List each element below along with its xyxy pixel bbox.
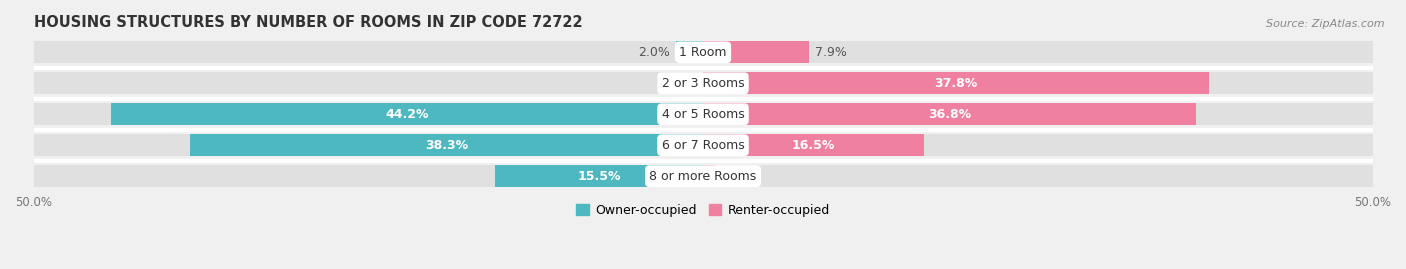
Bar (111, 103, 703, 125)
Text: 2.0%: 2.0% (638, 46, 669, 59)
Bar (34, 41, 1372, 63)
Bar (703, 103, 1195, 125)
Bar (703, 41, 808, 63)
Bar (703, 134, 924, 156)
Bar (703, 72, 1209, 94)
Text: 1 Room: 1 Room (679, 46, 727, 59)
Text: 2 or 3 Rooms: 2 or 3 Rooms (662, 77, 744, 90)
Bar (34, 165, 1372, 187)
Bar (190, 134, 703, 156)
Bar (34, 134, 1372, 156)
Bar (676, 41, 703, 63)
Text: 8 or more Rooms: 8 or more Rooms (650, 170, 756, 183)
Bar (34, 103, 1372, 125)
Text: 36.8%: 36.8% (928, 108, 972, 121)
Text: 37.8%: 37.8% (935, 77, 977, 90)
Text: 15.5%: 15.5% (578, 170, 621, 183)
Bar (34, 72, 1372, 94)
Text: 4 or 5 Rooms: 4 or 5 Rooms (662, 108, 744, 121)
Text: HOUSING STRUCTURES BY NUMBER OF ROOMS IN ZIP CODE 72722: HOUSING STRUCTURES BY NUMBER OF ROOMS IN… (34, 15, 582, 30)
Text: 7.9%: 7.9% (815, 46, 848, 59)
Bar (495, 165, 703, 187)
Text: Source: ZipAtlas.com: Source: ZipAtlas.com (1267, 19, 1385, 29)
Text: 6 or 7 Rooms: 6 or 7 Rooms (662, 139, 744, 152)
Text: 44.2%: 44.2% (385, 108, 429, 121)
Bar (703, 165, 717, 187)
Text: 38.3%: 38.3% (425, 139, 468, 152)
Text: 16.5%: 16.5% (792, 139, 835, 152)
Text: 0.0%: 0.0% (664, 77, 696, 90)
Legend: Owner-occupied, Renter-occupied: Owner-occupied, Renter-occupied (571, 199, 835, 222)
Text: 1.0%: 1.0% (723, 170, 755, 183)
